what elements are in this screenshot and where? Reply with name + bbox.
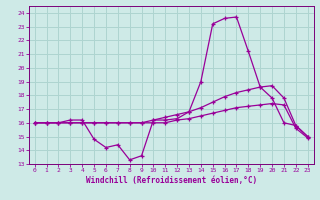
X-axis label: Windchill (Refroidissement éolien,°C): Windchill (Refroidissement éolien,°C) (86, 176, 257, 185)
